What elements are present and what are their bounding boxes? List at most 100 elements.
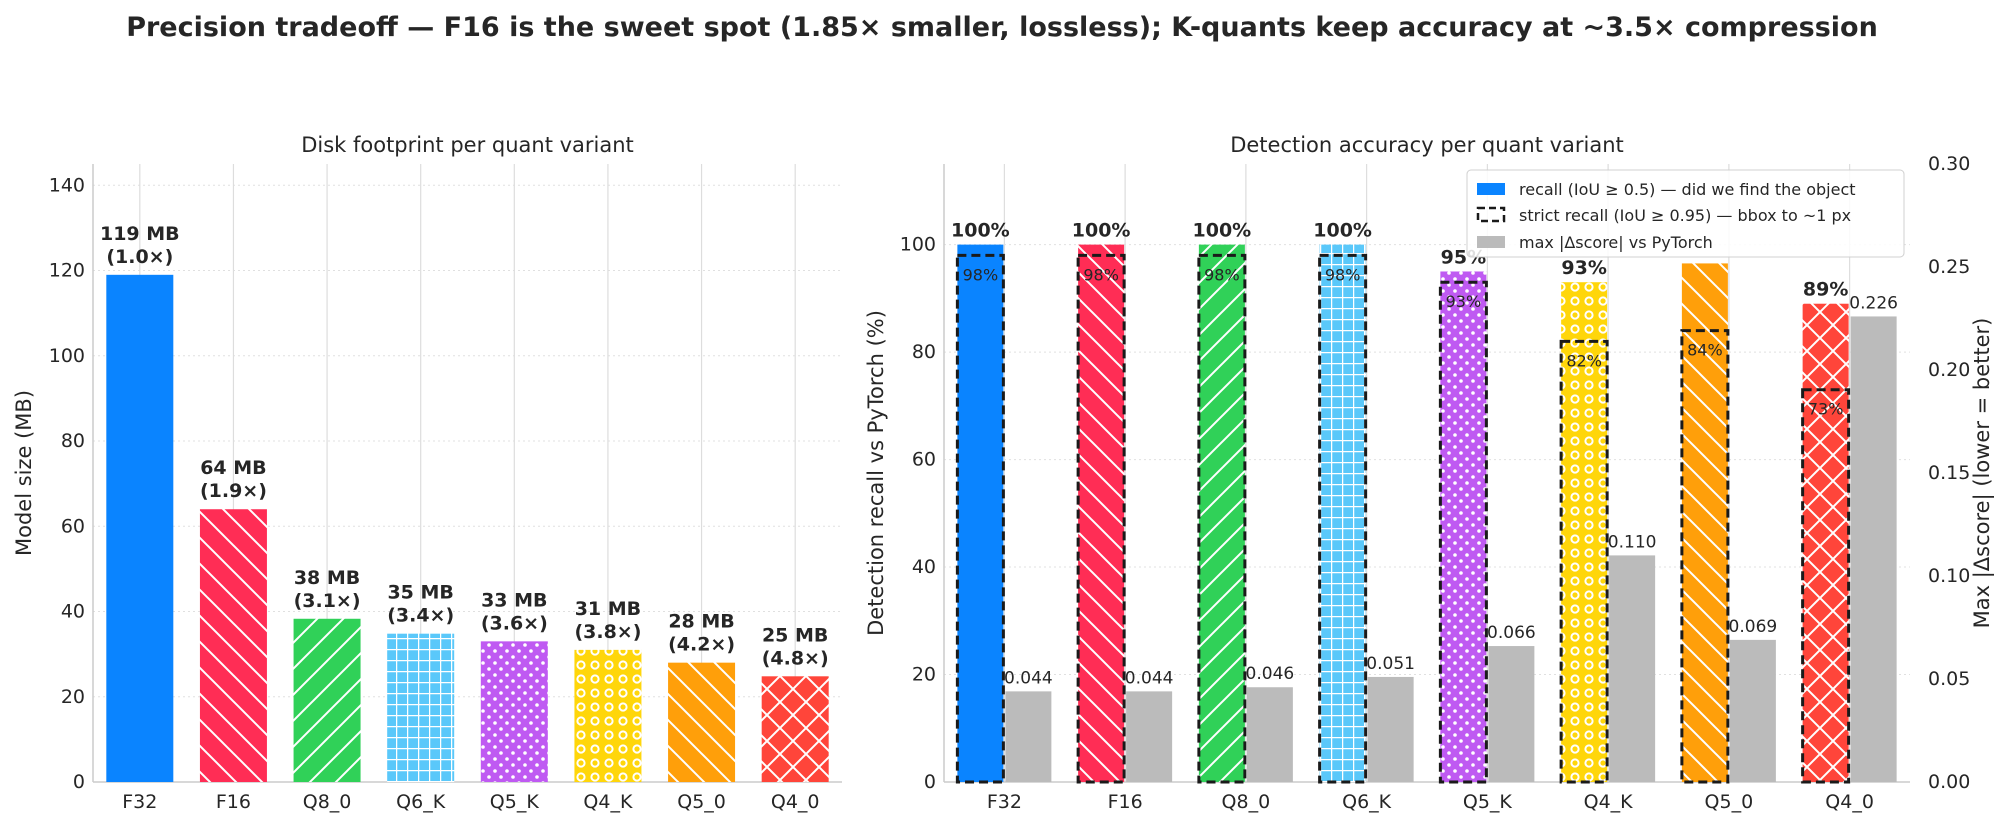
y-tick-label: 80 <box>912 341 936 363</box>
y-tick-label: 120 <box>49 260 85 282</box>
x-tick-label: F16 <box>1108 791 1143 813</box>
strict-recall-bar-q8_0 <box>1197 253 1247 784</box>
strict-recall-label: 73% <box>1808 400 1844 419</box>
bar-label-ratio: (3.4×) <box>387 605 454 627</box>
x-tick-label: Q4_0 <box>771 791 820 813</box>
bar-label-ratio: (1.0×) <box>106 246 173 268</box>
y-tick-label: 80 <box>61 430 85 452</box>
y-right-tick-label: 0.00 <box>1928 771 1970 793</box>
strict-recall-label: 93% <box>1446 292 1482 311</box>
strict-recall-bar-q6_k <box>1318 253 1368 784</box>
delta-label: 0.051 <box>1366 654 1415 674</box>
x-tick-label: Q4_K <box>583 791 633 813</box>
delta-label: 0.110 <box>1608 532 1657 552</box>
y-tick-label: 20 <box>912 664 936 686</box>
delta-label: 0.044 <box>1125 668 1174 688</box>
legend-box <box>1466 169 1905 258</box>
strict-recall-label: 98% <box>1083 265 1119 284</box>
strict-recall-bar-f32 <box>955 253 1005 784</box>
recall-label: 100% <box>951 220 1010 242</box>
delta-bar-q6_k <box>1367 676 1414 782</box>
bar-label-ratio: (3.8×) <box>574 621 641 643</box>
bar-q6_k <box>387 633 455 782</box>
y-tick-label: 60 <box>912 449 936 471</box>
x-tick-label: F32 <box>122 791 157 813</box>
legend-swatch-delta <box>1477 236 1505 248</box>
bar-label-size: 31 MB <box>575 598 641 620</box>
x-tick-label: Q6_K <box>396 791 446 813</box>
delta-bar-f32 <box>1005 691 1052 782</box>
recall-bar-q5_k <box>1440 271 1487 782</box>
recall-bar-q4_k <box>1561 282 1608 782</box>
x-tick-label: Q5_K <box>1463 791 1513 813</box>
bar-f32 <box>106 274 174 782</box>
x-tick-label: Q8_0 <box>303 791 352 813</box>
delta-label: 0.066 <box>1487 623 1536 643</box>
delta-bar-f16 <box>1126 691 1173 782</box>
x-tick-label: F32 <box>987 791 1022 813</box>
legend: recall (IoU ≥ 0.5) — did we find the obj… <box>1466 169 1905 258</box>
x-tick-label: Q4_K <box>1584 791 1634 813</box>
bar-label-ratio: (4.2×) <box>668 634 735 656</box>
strict-recall-bar-q5_k <box>1438 280 1488 784</box>
bar-q4_0 <box>761 676 829 782</box>
recall-bar-q5_0 <box>1681 263 1728 783</box>
bar-q8_0 <box>293 618 361 782</box>
x-tick-label: Q5_0 <box>1705 791 1754 813</box>
legend-label-delta: max |Δscore| vs PyTorch <box>1519 233 1713 252</box>
strict-recall-label: 98% <box>963 265 999 284</box>
strict-recall-bar-q5_0 <box>1680 329 1730 784</box>
chart-title: Disk footprint per quant variant <box>301 133 634 157</box>
disk-footprint-chart: 0 20 40 60 80 100 120 140 119 MB(1.0×) F32 64 MB(1… <box>12 133 842 813</box>
y-tick-label: 0 <box>924 771 936 793</box>
delta-bar-q5_0 <box>1729 639 1776 782</box>
bar-label-size: 35 MB <box>387 582 453 604</box>
recall-bar-q6_k <box>1319 244 1366 782</box>
x-tick-label: Q5_K <box>490 791 540 813</box>
y-tick-label: 100 <box>900 234 936 256</box>
y-right-tick-label: 0.15 <box>1928 462 1970 484</box>
bar-q5_0 <box>668 662 736 782</box>
y-right-tick-label: 0.05 <box>1928 668 1970 690</box>
y-tick-label: 0 <box>73 771 85 793</box>
y-tick-label: 60 <box>61 515 85 537</box>
bar-label-size: 64 MB <box>200 457 266 479</box>
strict-recall-bar-q4_k <box>1559 339 1609 784</box>
figure-title: Precision tradeoff — F16 is the sweet sp… <box>126 12 1878 43</box>
x-tick-label: F16 <box>216 791 251 813</box>
delta-label: 0.046 <box>1246 664 1295 684</box>
x-tick-label: Q4_0 <box>1825 791 1874 813</box>
chart-title: Detection accuracy per quant variant <box>1230 133 1624 157</box>
recall-bar-f16 <box>1078 244 1125 782</box>
y-axis-right-label: Max |Δscore| (lower = better) <box>1970 318 1995 629</box>
y-tick-label: 140 <box>49 174 85 196</box>
strict-recall-label: 84% <box>1687 341 1723 360</box>
strict-recall-label: 98% <box>1325 265 1361 284</box>
recall-bar-f32 <box>957 244 1004 782</box>
bar-label-ratio: (3.1×) <box>294 590 361 612</box>
recall-bar-q8_0 <box>1198 244 1245 782</box>
recall-label: 100% <box>1313 220 1372 242</box>
y-right-tick-label: 0.20 <box>1928 359 1970 381</box>
delta-bar-q4_0 <box>1850 316 1897 782</box>
recall-label: 100% <box>1193 220 1252 242</box>
recall-bar-q4_0 <box>1802 303 1849 782</box>
y-tick-label: 40 <box>912 556 936 578</box>
y-axis-label: Detection recall vs PyTorch (%) <box>864 310 888 636</box>
legend-swatch-strict <box>1476 206 1506 223</box>
bar-q4_k <box>574 649 642 782</box>
legend-swatch-recall <box>1477 183 1505 195</box>
bar-label-size: 33 MB <box>481 589 547 611</box>
x-tick-label: Q8_0 <box>1222 791 1271 813</box>
x-tick-label: Q5_0 <box>677 791 726 813</box>
strict-recall-label: 98% <box>1204 265 1240 284</box>
y-tick-label: 20 <box>61 686 85 708</box>
recall-label: 93% <box>1561 257 1606 279</box>
bar-label-size: 38 MB <box>294 567 360 589</box>
recall-label: 89% <box>1803 279 1848 301</box>
recall-label: 100% <box>1072 220 1131 242</box>
bar-label-size: 119 MB <box>100 223 180 245</box>
y-right-tick-label: 0.30 <box>1928 153 1970 175</box>
bar-f16 <box>199 509 267 782</box>
